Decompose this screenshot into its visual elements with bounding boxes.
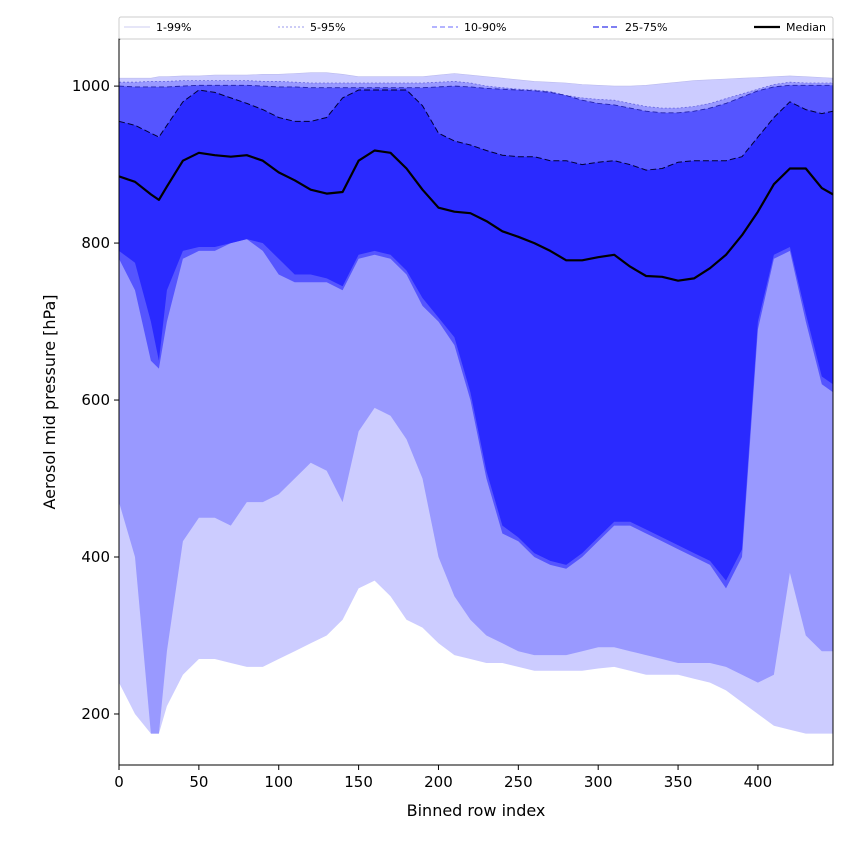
legend-label: 5-95% — [310, 21, 345, 34]
band-upper-edge-1-99% — [119, 72, 833, 87]
legend-label: Median — [786, 21, 826, 34]
x-tick-label: 200 — [424, 773, 453, 791]
x-axis-label: Binned row index — [407, 801, 546, 820]
x-tick-label: 350 — [664, 773, 693, 791]
legend-box — [118, 16, 834, 40]
y-tick-label: 400 — [81, 548, 110, 566]
median-line — [119, 149, 833, 282]
band-upper-edge-25-75% — [119, 89, 833, 171]
x-tick-label: 0 — [114, 773, 124, 791]
x-tick-label: 150 — [344, 773, 373, 791]
y-axis-label: Aerosol mid pressure [hPa] — [40, 294, 59, 509]
legend-label: 1-99% — [156, 21, 191, 34]
x-tick-label: 250 — [504, 773, 533, 791]
median-layer — [119, 149, 833, 282]
y-tick-label: 200 — [81, 705, 110, 723]
y-tick-label: 1000 — [72, 77, 110, 95]
legend: 1-99% 5-95% 10-90% 25-75% Median — [118, 16, 834, 40]
legend-label: 10-90% — [464, 21, 506, 34]
x-tick-label: 300 — [584, 773, 613, 791]
band-25-75% — [119, 90, 833, 581]
band-upper-edge-10-90% — [119, 84, 833, 114]
legend-label: 25-75% — [625, 21, 667, 34]
y-tick-label: 800 — [81, 234, 110, 252]
x-tick-label: 50 — [189, 773, 208, 791]
y-tick-label: 600 — [81, 391, 110, 409]
axes: 0 50 100 150 200 250 300 350 400 200 400 600 800 1000… — [40, 38, 834, 820]
x-tick-label: 100 — [264, 773, 293, 791]
percentile-bands — [119, 72, 833, 734]
x-tick-label: 400 — [744, 773, 773, 791]
